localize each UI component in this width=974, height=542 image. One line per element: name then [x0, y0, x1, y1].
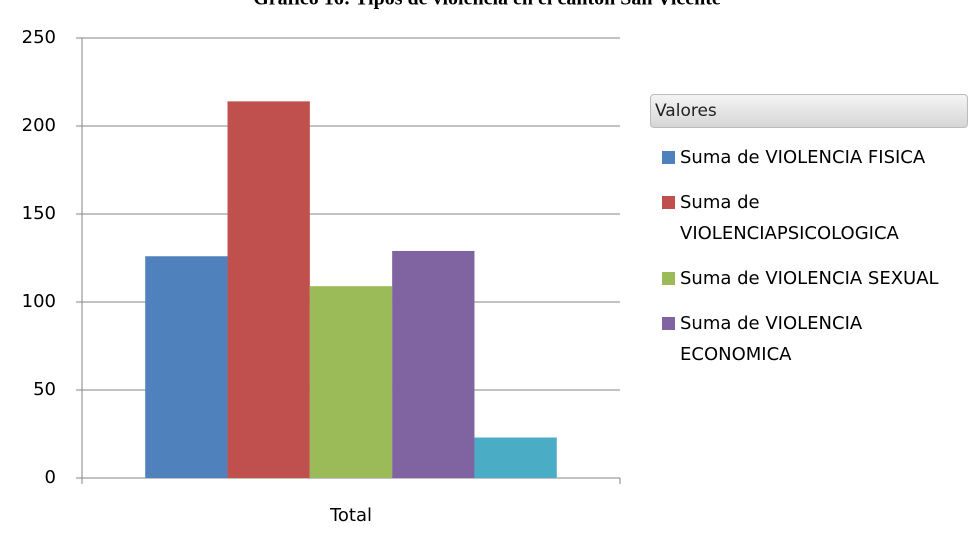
x-tick-label: Total — [329, 505, 372, 526]
legend: Valores Suma de VIOLENCIA FISICA Suma de … — [650, 94, 968, 370]
legend-swatch — [662, 196, 675, 209]
bar — [309, 286, 393, 478]
y-tick-label: 250 — [22, 27, 56, 48]
y-tick-label: 150 — [22, 203, 56, 224]
legend-entry: Suma de VIOLENCIA ECONOMICA — [650, 308, 950, 370]
bar — [474, 437, 557, 478]
legend-label: Suma de VIOLENCIA ECONOMICA — [680, 313, 863, 365]
y-tick-label: 0 — [45, 467, 56, 488]
legend-swatch — [662, 272, 675, 285]
legend-swatch — [662, 317, 675, 330]
legend-label: Suma de VIOLENCIAPSICOLOGICA — [680, 192, 899, 244]
chart-title: Gráfico 16: Tipos de violencia en el can… — [253, 0, 721, 10]
y-tick-label: 200 — [22, 115, 56, 136]
bar — [145, 256, 228, 478]
bar — [392, 250, 475, 478]
legend-entry: Suma de VIOLENCIA SEXUAL — [650, 263, 950, 294]
legend-label: Suma de VIOLENCIA SEXUAL — [680, 268, 939, 289]
legend-entry: Suma de VIOLENCIAPSICOLOGICA — [650, 187, 950, 249]
y-tick-label: 100 — [22, 291, 56, 312]
legend-entry: Suma de VIOLENCIA FISICA — [650, 142, 950, 173]
legend-swatch — [662, 151, 675, 164]
y-tick-label: 50 — [33, 379, 56, 400]
legend-title: Valores — [650, 94, 968, 128]
legend-label: Suma de VIOLENCIA FISICA — [680, 147, 926, 168]
bar — [227, 101, 310, 479]
